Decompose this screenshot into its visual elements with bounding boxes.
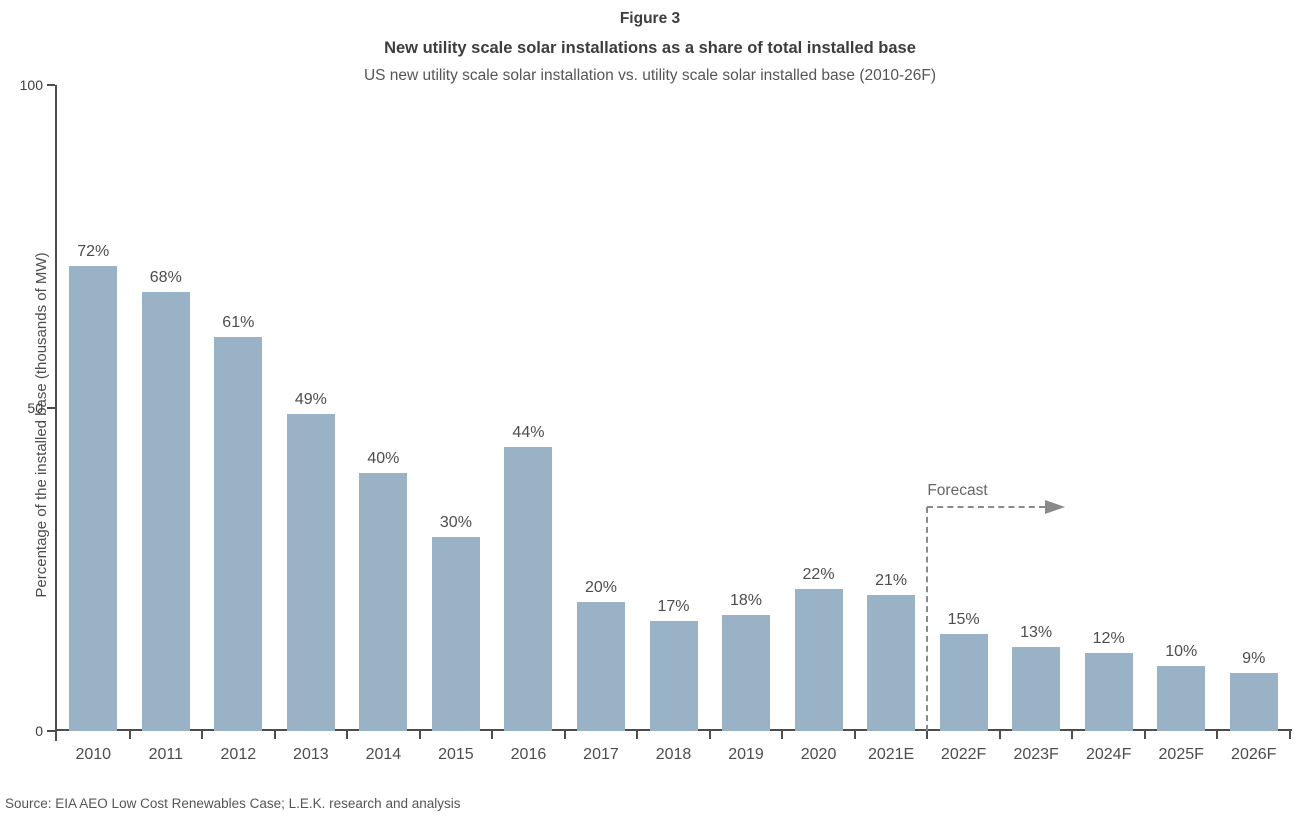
bar [794, 588, 843, 731]
x-axis-label: 2018 [655, 746, 692, 763]
bar [359, 472, 408, 731]
bar-value-label: 44% [512, 423, 545, 441]
forecast-dashed-horizontal [927, 506, 1046, 508]
x-tick [491, 731, 494, 739]
y-tick-label: 50 [27, 400, 43, 416]
y-tick [47, 84, 55, 86]
bar-value-label: 18% [730, 591, 763, 609]
x-tick [128, 731, 131, 739]
bar-value-label: 10% [1165, 643, 1198, 661]
y-axis-title: Percentage of the installed base (thousa… [33, 252, 50, 598]
x-axis-label: 2013 [293, 746, 329, 763]
x-axis-label: 2022F [940, 746, 987, 763]
forecast-dashed-vertical [926, 507, 929, 731]
x-axis-label: 2010 [75, 746, 112, 763]
source-note: Source: EIA AEO Low Cost Renewables Case… [5, 796, 461, 811]
bar [722, 614, 771, 731]
x-axis-label: 2015 [438, 746, 474, 763]
x-axis-label: 2025F [1158, 746, 1204, 763]
x-axis-label: 2011 [148, 746, 183, 763]
bar-value-label: 49% [294, 391, 327, 409]
bar-value-label: 68% [149, 268, 182, 286]
bar [649, 621, 698, 731]
bar-value-label: 72% [77, 242, 110, 260]
bar [939, 634, 988, 731]
x-tick [1143, 731, 1146, 739]
x-axis-label: 2026F [1231, 746, 1277, 763]
bar [141, 291, 190, 731]
plot-area: 0 50 100 72% 2010 68% 2011 61% 2012 49% 2013 40% 201… [20, 77, 1292, 763]
x-tick [781, 731, 784, 739]
y-tick-label: 100 [19, 77, 43, 93]
bar [1012, 647, 1061, 731]
chart-subtitle: US new utility scale solar installation … [363, 67, 937, 84]
x-tick [853, 731, 856, 739]
bar-value-label: 15% [947, 611, 980, 629]
bar-value-label: 13% [1020, 624, 1053, 642]
forecast-arrow-icon [1045, 500, 1066, 514]
x-axis-label: 2020 [800, 746, 837, 763]
bar [286, 414, 335, 731]
bar-value-label: 22% [802, 565, 835, 583]
y-tick [47, 407, 55, 409]
bar [504, 446, 553, 731]
x-axis-label: 2014 [365, 746, 402, 763]
x-tick [1216, 731, 1219, 739]
bar [431, 537, 480, 731]
x-tick [708, 731, 711, 739]
chart-title: New utility scale solar installations as… [384, 39, 916, 57]
bar-value-label: 9% [1242, 649, 1266, 667]
bar-value-label: 21% [875, 572, 908, 590]
bar-value-label: 61% [222, 313, 255, 331]
x-axis-label: 2024F [1085, 746, 1132, 763]
figure-label: Figure 3 [619, 10, 681, 27]
bar-value-label: 30% [439, 514, 472, 532]
y-tick-label: 0 [35, 723, 43, 739]
x-axis-label: 2012 [220, 746, 257, 763]
forecast-label: Forecast [927, 482, 988, 499]
x-tick [926, 731, 929, 739]
bar [867, 595, 916, 731]
x-axis-label: 2019 [728, 746, 764, 763]
x-tick [346, 731, 349, 739]
bar-value-label: 17% [657, 598, 690, 616]
x-tick [998, 731, 1001, 739]
bar [1157, 666, 1206, 731]
x-tick [1289, 731, 1291, 739]
bar-value-label: 20% [584, 578, 617, 596]
bar-value-label: 12% [1092, 630, 1125, 648]
x-tick [418, 731, 421, 739]
x-axis-label: 2017 [583, 746, 619, 763]
x-tick [1071, 731, 1074, 739]
bar [69, 265, 118, 731]
bar [576, 601, 625, 731]
y-tick [47, 730, 55, 732]
bar [214, 336, 263, 731]
y-axis-line [55, 85, 57, 741]
bar-value-label: 40% [367, 449, 400, 467]
x-tick [201, 731, 204, 739]
x-axis-label: 2016 [510, 746, 547, 763]
x-tick [636, 731, 639, 739]
bar [1229, 672, 1278, 731]
x-axis-label: 2023F [1013, 746, 1059, 763]
x-tick [273, 731, 276, 739]
bar [1084, 653, 1133, 731]
x-axis-label: 2021E [867, 746, 915, 763]
x-tick [563, 731, 566, 739]
